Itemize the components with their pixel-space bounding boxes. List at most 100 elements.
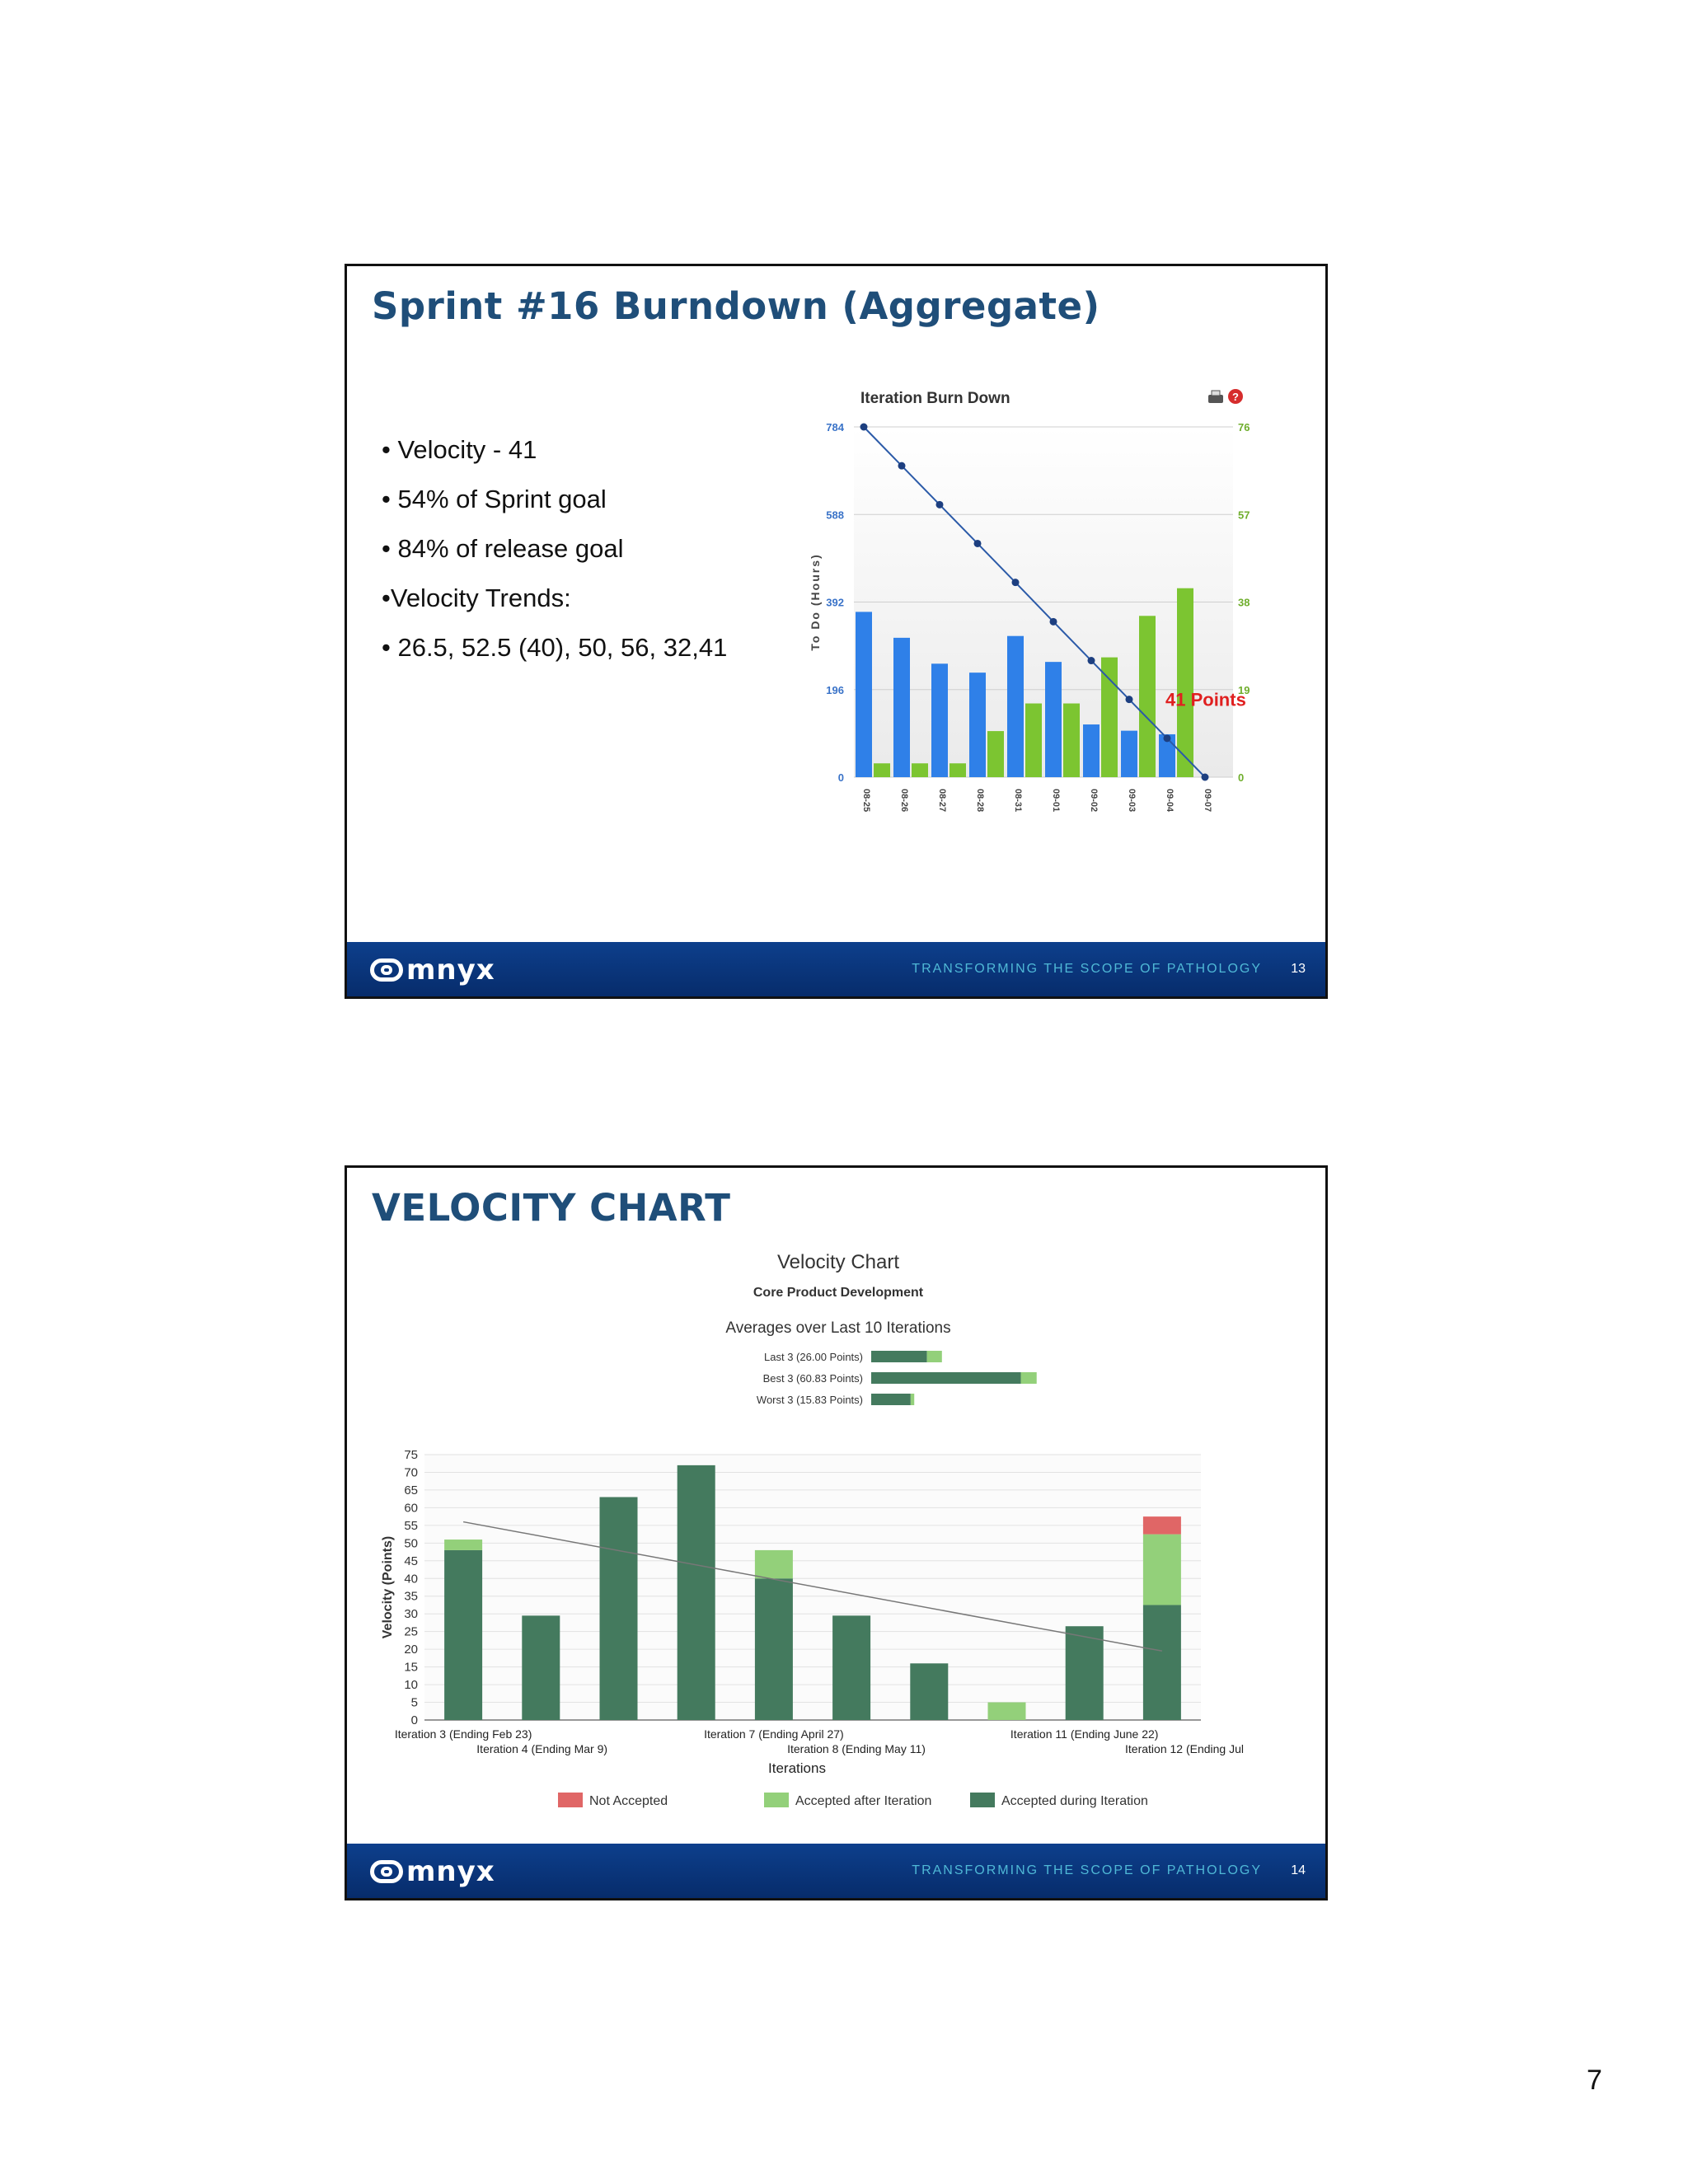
legend-label: Accepted after Iteration	[795, 1794, 931, 1808]
burndown-line-point	[1125, 696, 1133, 704]
average-bar-during	[871, 1394, 911, 1405]
burndown-bar-points	[1177, 588, 1193, 777]
help-icon: ?	[1228, 389, 1243, 404]
x-tick-label: 09-02	[1089, 789, 1099, 812]
burndown-line-point	[1049, 617, 1057, 626]
burndown-line-point	[935, 500, 944, 509]
footer-tagline: TRANSFORMING THE SCOPE OF PATHOLOGY	[912, 1863, 1262, 1877]
velocity-bar-accepted-after	[444, 1540, 483, 1550]
bullet-item: •Velocity Trends:	[382, 583, 571, 612]
average-label: Last 3 (26.00 Points)	[764, 1351, 863, 1363]
omnyx-logo-icon	[370, 958, 403, 982]
velocity-bar-accepted-during	[599, 1497, 638, 1720]
omnyx-logo-icon	[370, 1860, 403, 1883]
y-tick-label: 35	[404, 1590, 418, 1604]
velocity-chart: Velocity Chart Core Product Development Av…	[381, 1251, 1244, 1808]
burndown-bar-points	[1139, 616, 1156, 777]
slide-footer: mnyx TRANSFORMING THE SCOPE OF PATHOLOGY…	[347, 1844, 1325, 1898]
x-tick-label: 09-01	[1051, 789, 1061, 812]
burndown-bar-hours	[1121, 730, 1137, 777]
chart-title: Iteration Burn Down	[860, 390, 1010, 407]
x-tick-label: 08-26	[899, 789, 909, 812]
y-tick-label: 5	[411, 1696, 418, 1710]
legend-label: Not Accepted	[589, 1794, 668, 1808]
slide-number: 14	[1291, 1863, 1306, 1877]
chart-title: Velocity Chart	[777, 1251, 899, 1273]
average-bar-during	[871, 1372, 1021, 1384]
averages-title: Averages over Last 10 Iterations	[725, 1319, 950, 1337]
average-bar-after	[910, 1394, 915, 1405]
bullet-item: • 54% of Sprint goal	[382, 485, 607, 513]
print-icon-body	[1208, 395, 1223, 403]
x-tick-label: Iteration 7 (Ending April 27)	[704, 1727, 844, 1741]
slide-title: VELOCITY CHART	[372, 1186, 731, 1230]
y2-tick-label: 0	[1238, 771, 1244, 784]
burndown-chart: Iteration Burn Down ? 0 196 392 588 784 0 19 38 57…	[809, 389, 1250, 813]
burndown-line-point	[1087, 657, 1095, 665]
print-icon-paper	[1211, 390, 1221, 396]
y-tick-label: 45	[404, 1554, 418, 1568]
burndown-line-point	[1011, 579, 1020, 587]
burndown-line-point	[1163, 734, 1171, 743]
y-tick-label: 0	[838, 771, 844, 784]
y-tick-label: 50	[404, 1536, 418, 1550]
burndown-bar-points	[912, 763, 928, 777]
x-tick-label: 08-27	[937, 789, 947, 812]
burndown-bar-hours	[1007, 635, 1024, 777]
x-tick-label: Iteration 4 (Ending Mar 9)	[476, 1742, 607, 1755]
y2-tick-label: 57	[1238, 509, 1250, 521]
burndown-bar-hours	[893, 637, 910, 777]
y-tick-label: 196	[826, 684, 844, 696]
y-tick-label: 784	[826, 421, 844, 434]
y-axis-label: Velocity (Points)	[381, 1536, 395, 1638]
y-axis-label: To Do (Hours)	[809, 553, 822, 650]
burndown-bar-points	[1025, 703, 1042, 777]
logo-text: mnyx	[406, 954, 495, 987]
bullet-item: • Velocity - 41	[382, 435, 537, 464]
velocity-bar-accepted-after	[1142, 1534, 1181, 1605]
omnyx-logo: mnyx	[370, 954, 495, 987]
y-tick-label: 60	[404, 1501, 418, 1515]
burndown-bar-points	[950, 763, 966, 777]
slide-sprint-burndown: Sprint #16 Burndown (Aggregate) • Veloci…	[345, 264, 1328, 999]
y-tick-label: 10	[404, 1678, 418, 1692]
y-tick-label: 392	[826, 597, 844, 609]
velocity-bar-not-accepted	[1142, 1516, 1181, 1535]
slide-title: Sprint #16 Burndown (Aggregate)	[372, 284, 1100, 328]
average-label: Worst 3 (15.83 Points)	[757, 1394, 863, 1406]
slide-footer: mnyx TRANSFORMING THE SCOPE OF PATHOLOGY…	[347, 942, 1325, 996]
y-tick-label: 30	[404, 1607, 418, 1621]
burndown-line-point	[973, 539, 982, 547]
burndown-bar-points	[874, 763, 890, 777]
print-icon	[1208, 390, 1223, 403]
omnyx-logo: mnyx	[370, 1855, 495, 1888]
x-tick-label: Iteration 12 (Ending Jul	[1125, 1742, 1244, 1755]
slide-velocity-chart: VELOCITY CHART Velocity Chart Core Produc…	[345, 1165, 1328, 1900]
burndown-bar-hours	[1159, 733, 1175, 777]
points-annotation: 41 Points	[1165, 690, 1246, 710]
velocity-trend-line	[462, 1521, 1163, 1652]
burndown-bar-points	[1063, 703, 1080, 777]
burndown-bar-hours	[931, 663, 948, 777]
x-tick-label: 09-07	[1203, 789, 1212, 812]
chart-subtitle: Core Product Development	[753, 1286, 924, 1300]
burndown-bar-points	[1101, 657, 1118, 777]
burndown-line-point	[860, 423, 868, 431]
x-tick-label: 09-04	[1165, 789, 1175, 813]
x-tick-label: Iteration 3 (Ending Feb 23)	[395, 1727, 532, 1741]
y-tick-label: 70	[404, 1465, 418, 1479]
x-tick-label: Iteration 8 (Ending May 11)	[787, 1742, 926, 1755]
velocity-bar-accepted-during	[910, 1663, 949, 1720]
burndown-bar-points	[987, 731, 1004, 777]
bullet-item: • 84% of release goal	[382, 534, 624, 563]
help-icon-circle	[1228, 389, 1243, 404]
y-tick-label: 0	[411, 1713, 418, 1727]
footer-tagline: TRANSFORMING THE SCOPE OF PATHOLOGY	[912, 962, 1262, 976]
y-tick-label: 588	[826, 509, 844, 521]
burndown-bar-hours	[856, 612, 872, 777]
average-bar-during	[871, 1351, 927, 1362]
velocity-bar-accepted-after	[987, 1702, 1026, 1720]
average-bar-after	[926, 1351, 942, 1362]
y-tick-label: 75	[404, 1448, 418, 1462]
velocity-bar-accepted-after	[754, 1549, 793, 1579]
